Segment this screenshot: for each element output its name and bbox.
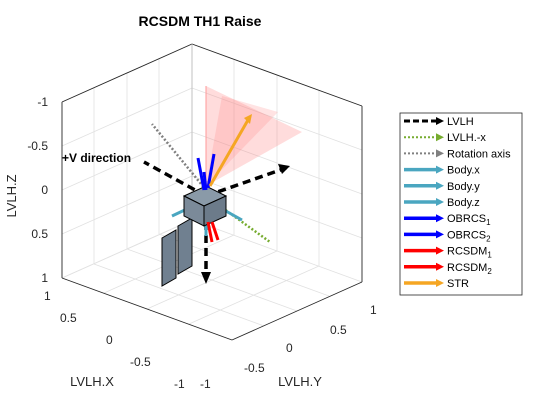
z-axis-label: LVLH.Z [4,174,19,217]
legend-label: LVLH.-x [447,132,486,144]
legend-entry[interactable]: Body.z [404,197,480,209]
legend-label: Rotation axis [447,148,511,160]
legend-box [399,112,523,296]
legend-entries: LVLH LVLH.-x Rotation axis Body.x Body.y Body… [404,116,511,290]
velocity-direction-label: +V direction [62,151,131,165]
lvlh-arrowhead [278,164,290,174]
legend-entry[interactable]: Body.y [404,181,480,193]
x-tick-label: -1 [174,377,185,391]
z-tick-label: -0.5 [27,139,48,153]
legend-label: LVLH [447,116,474,128]
z-tick-label: 0.5 [31,227,48,241]
str-fov-cone [205,86,302,186]
legend-label: STR [447,278,469,290]
y-ticks: -1 -0.5 0 0.5 1 [200,303,377,391]
legend[interactable]: LVLH LVLH.-x Rotation axis Body.x Body.y Body… [399,112,523,296]
legend-label: Body.x [447,165,480,177]
z-tick-label: -1 [37,95,48,109]
legend-swatch-arrowhead [436,230,444,239]
legend-swatch-arrowhead [436,181,444,190]
y-tick-label: -1 [200,377,211,391]
plot-title: RCSDM TH1 Raise [139,13,262,29]
legend-label: RCSDM1 [447,246,492,260]
x-tick-label: 0 [106,333,113,347]
legend-label-subscript: 1 [487,251,492,260]
z-ticks: -1 -0.5 0 0.5 1 [27,95,48,285]
legend-swatch-arrowhead [436,149,444,158]
rcsdm-vectors [206,221,220,243]
legend-label: Body.y [447,181,480,193]
legend-swatch-arrowhead [436,117,444,125]
legend-swatch-arrowhead [436,165,444,174]
legend-entry[interactable]: RCSDM2 [404,262,492,276]
x-tick-label: 0.5 [60,311,77,325]
legend-entry[interactable]: Body.x [404,165,480,177]
spacecraft-body [182,185,228,227]
str-arrowhead [244,114,252,124]
legend-label: OBRCS2 [447,229,491,243]
obrcs-vectors [196,153,216,191]
x-tick-label: 1 [44,289,51,303]
legend-entry[interactable]: LVLH.-x [404,132,486,144]
y-tick-label: 0.5 [330,323,347,337]
legend-swatch-arrowhead [436,198,444,206]
legend-entry[interactable]: LVLH [404,116,474,128]
lvlh-arrowhead [201,272,211,284]
z-tick-label: 1 [41,271,48,285]
x-axis-label: LVLH.X [70,374,114,389]
x-tick-label: -0.5 [130,355,151,369]
legend-label: Body.z [447,197,480,209]
legend-swatch-arrowhead [436,246,444,255]
z-tick-label: 0 [41,183,48,197]
legend-swatch-arrowhead [436,133,444,142]
legend-swatch-arrowhead [436,262,444,271]
solar-panels [161,217,193,287]
legend-label-subscript: 2 [486,234,491,243]
legend-entry[interactable]: STR [404,278,469,290]
legend-swatch-arrowhead [436,279,444,287]
legend-label: RCSDM2 [447,262,492,276]
legend-entry[interactable]: OBRCS2 [404,229,491,243]
legend-label-subscript: 1 [486,218,491,227]
axes-3d[interactable]: -1 -0.5 0 0.5 1 LVLH.Z 1 0.5 0 -0.5 -1 L… [4,43,377,391]
y-tick-label: 0 [286,341,293,355]
legend-label-subscript: 2 [487,267,492,276]
y-tick-label: 1 [370,303,377,317]
x-ticks: 1 0.5 0 -0.5 -1 [44,289,185,391]
legend-entry[interactable]: RCSDM1 [404,246,492,260]
y-tick-label: -0.5 [244,361,265,375]
legend-swatch-arrowhead [436,214,444,223]
legend-entry[interactable]: Rotation axis [404,148,511,160]
str-vector [208,119,250,187]
legend-label: OBRCS1 [447,213,491,227]
y-axis-label: LVLH.Y [278,374,322,389]
legend-entry[interactable]: OBRCS1 [404,213,491,227]
axes-frame [61,43,363,341]
